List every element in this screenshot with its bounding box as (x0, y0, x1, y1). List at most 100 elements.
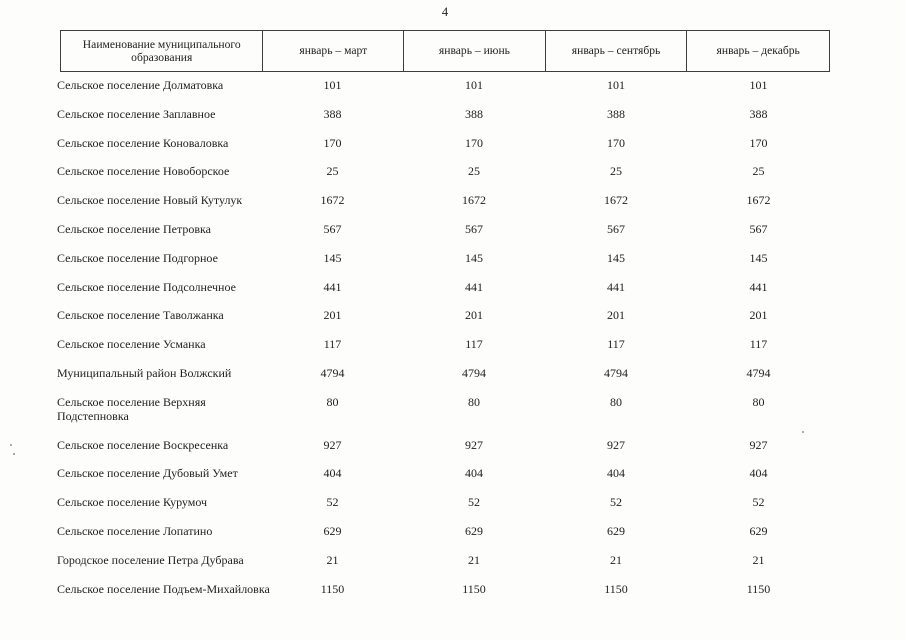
value-cell: 52 (326, 495, 339, 510)
municipality-name: Городское поселение Петра Дубрава (57, 552, 244, 567)
municipality-name: Сельское поселение Усманка (57, 337, 206, 352)
value-cell: 117 (749, 337, 768, 352)
value-cell: 21 (326, 552, 339, 567)
value-cell: 567 (749, 221, 768, 236)
value-cell: 4794 (462, 365, 486, 380)
value-cell: 404 (465, 466, 483, 481)
value-cell: 567 (607, 221, 625, 236)
scan-artifact (10, 444, 12, 446)
municipality-name-cell: Муниципальный район Волжский (57, 360, 262, 389)
value-cell: 117 (323, 337, 342, 352)
municipality-name-cell: Сельское поселение Курумоч (57, 489, 262, 518)
table-row: Сельское поселение Коноваловка 170 170 1… (57, 130, 830, 159)
value-cell: 170 (323, 135, 342, 150)
value-cell: 441 (323, 279, 342, 294)
table-row: Сельское поселение Лопатино 629 629 629 … (57, 518, 830, 547)
value-cell: 404 (749, 466, 768, 481)
value-cell: 21 (468, 552, 480, 567)
table-row: Сельское поселение Курумоч 52 52 52 52 (57, 489, 830, 518)
value-cell: 101 (323, 78, 342, 92)
value-cell: 25 (610, 164, 622, 179)
table-row: Сельское поселение Воскресенка 927 927 9… (57, 432, 830, 461)
municipality-name: Сельское поселение Долматовка (57, 78, 224, 92)
value-cell: 101 (607, 78, 625, 92)
table-row: Сельское поселение Дубовый Умет 404 404 … (57, 460, 830, 489)
value-cell: 21 (610, 552, 622, 567)
value-cell: 1672 (604, 193, 628, 208)
value-cell: 1150 (462, 581, 486, 596)
municipality-name-cell: Сельское поселение Подгорное (57, 245, 262, 274)
table-row: Городское поселение Петра Дубрава 21 21 … (57, 547, 830, 576)
municipality-name: Сельское поселение Заплавное (57, 106, 216, 121)
municipality-name-cell: Сельское поселение Коноваловка (57, 130, 262, 159)
value-cell: 388 (465, 106, 483, 121)
municipality-name-cell: Сельское поселение Подсолнечное (57, 274, 262, 303)
value-cell: 80 (326, 394, 339, 409)
municipality-name-cell: Сельское поселение Верхняя Подстепновка (57, 389, 262, 432)
municipality-name-cell: Сельское поселение Таволжанка (57, 302, 262, 331)
municipality-name-cell: Сельское поселение Подъем-Михайловка (57, 576, 270, 605)
municipality-name: Сельское поселение Дубовый Умет (57, 466, 238, 481)
value-cell: 145 (465, 250, 483, 265)
column-header-jan-jun: январь – июнь (403, 31, 545, 71)
table-row: Сельское поселение Подгорное 145 145 145… (57, 245, 830, 274)
value-cell: 80 (468, 394, 480, 409)
value-cell: 404 (323, 466, 342, 481)
column-header-municipality: Наименование муниципального образования (82, 37, 241, 65)
municipality-name-cell: Сельское поселение Долматовка (57, 72, 262, 101)
value-cell: 4794 (746, 365, 771, 380)
scan-artifact (802, 431, 804, 433)
value-cell: 441 (465, 279, 483, 294)
municipality-name: Муниципальный район Волжский (57, 365, 232, 380)
table-row: Сельское поселение Новоборское 25 25 25 … (57, 158, 830, 187)
municipality-name-cell: Сельское поселение Дубовый Умет (57, 460, 262, 489)
table-row: Сельское поселение Верхняя Подстепновка … (57, 389, 830, 432)
value-cell: 25 (468, 164, 480, 179)
table-header-row: Наименование муниципального образования … (60, 30, 830, 72)
column-header-jan-mar: январь – март (262, 31, 403, 71)
value-cell: 101 (749, 78, 768, 92)
value-cell: 52 (610, 495, 622, 510)
table-body: Сельское поселение Долматовка 101 101 10… (57, 72, 830, 605)
table-row: Сельское поселение Заплавное 388 388 388… (57, 101, 830, 130)
value-cell: 145 (323, 250, 342, 265)
value-cell: 170 (465, 135, 483, 150)
municipality-name: Сельское поселение Подъем-Михайловка (57, 581, 270, 596)
value-cell: 629 (607, 523, 625, 538)
value-cell: 80 (610, 394, 622, 409)
municipality-name: Сельское поселение Новоборское (57, 164, 230, 179)
value-cell: 52 (752, 495, 765, 510)
value-cell: 441 (749, 279, 768, 294)
value-cell: 201 (323, 308, 342, 323)
value-cell: 927 (323, 437, 342, 452)
value-cell: 4794 (320, 365, 345, 380)
value-cell: 388 (607, 106, 625, 121)
table-row: Сельское поселение Петровка 567 567 567 … (57, 216, 830, 245)
value-cell: 145 (607, 250, 625, 265)
value-cell: 21 (752, 552, 765, 567)
municipality-name: Сельское поселение Коноваловка (57, 135, 229, 150)
table-row: Сельское поселение Подъем-Михайловка 115… (57, 576, 830, 605)
value-cell: 404 (607, 466, 625, 481)
table-row: Сельское поселение Усманка 117 117 117 1… (57, 331, 830, 360)
value-cell: 80 (752, 394, 765, 409)
municipality-name: Сельское поселение Подсолнечное (57, 279, 236, 294)
table-row: Сельское поселение Подсолнечное 441 441 … (57, 274, 830, 303)
value-cell: 1672 (320, 193, 345, 208)
value-cell: 101 (465, 78, 483, 92)
municipality-name: Сельское поселение Новый Кутулук (57, 193, 243, 208)
value-cell: 201 (749, 308, 768, 323)
municipality-name-cell: Сельское поселение Заплавное (57, 101, 262, 130)
value-cell: 25 (752, 164, 765, 179)
value-cell: 1150 (320, 581, 345, 596)
municipality-name: Сельское поселение Таволжанка (57, 308, 224, 323)
municipality-name-cell: Сельское поселение Новый Кутулук (57, 187, 262, 216)
value-cell: 567 (323, 221, 342, 236)
municipality-name-cell: Городское поселение Петра Дубрава (57, 547, 262, 576)
value-cell: 201 (607, 308, 625, 323)
value-cell: 117 (465, 337, 483, 352)
value-cell: 629 (465, 523, 483, 538)
municipality-name: Сельское поселение Курумоч (57, 495, 208, 510)
value-cell: 52 (468, 495, 480, 510)
